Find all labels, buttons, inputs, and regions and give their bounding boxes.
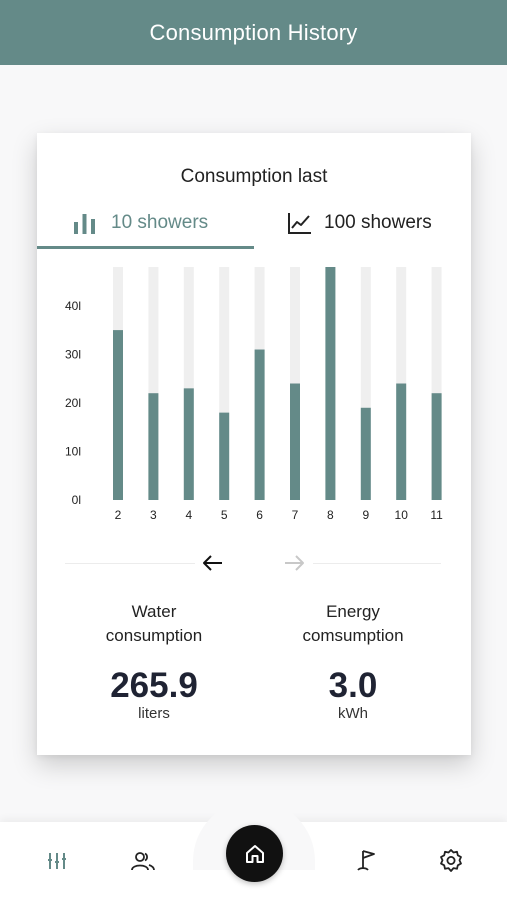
energy-label-line1: Energy — [326, 602, 380, 621]
bar — [183, 388, 194, 500]
line-chart-icon — [288, 213, 311, 234]
x-tick-label: 7 — [292, 508, 299, 522]
x-tick-label: 8 — [327, 508, 334, 522]
bar — [360, 407, 371, 500]
bar — [219, 412, 230, 500]
bar-track — [431, 267, 442, 500]
previous-button[interactable] — [200, 551, 226, 575]
history-icon — [48, 853, 66, 869]
tab-100-showers-label: 100 showers — [324, 212, 432, 233]
bar-chart-icon — [74, 214, 95, 234]
page-title: Consumption History — [149, 19, 358, 45]
bar-track — [183, 267, 194, 500]
x-tick-label: 2 — [115, 508, 122, 522]
divider-left — [65, 563, 195, 564]
arrow-right-icon — [285, 555, 304, 571]
water-unit: liters — [138, 705, 170, 722]
users-icon — [131, 852, 155, 871]
x-tick-label: 4 — [185, 508, 192, 522]
x-tick-label: 3 — [150, 508, 157, 522]
x-tick-label: 5 — [221, 508, 228, 522]
nav-history[interactable] — [42, 846, 72, 876]
water-value: 265.9 — [110, 666, 198, 705]
home-icon — [245, 844, 264, 863]
x-tick-label: 11 — [430, 508, 443, 522]
bar-track — [219, 267, 230, 500]
active-tab-indicator — [37, 246, 254, 249]
bar — [396, 383, 407, 500]
energy-value: 3.0 — [328, 666, 378, 705]
water-label-line1: Water — [131, 602, 177, 621]
y-tick-label: 0l — [72, 493, 81, 507]
settings-icon — [440, 849, 462, 872]
y-tick-label: 10l — [65, 444, 81, 458]
tab-10-showers[interactable]: 10 showers — [73, 203, 253, 243]
water-label-line2: consumption — [105, 626, 203, 645]
home-button[interactable] — [226, 825, 283, 882]
bar — [148, 393, 159, 500]
x-tick-label: 9 — [362, 508, 369, 522]
x-tick-label: 6 — [256, 508, 263, 522]
card-heading: Consumption last — [180, 166, 328, 187]
x-tick-label: 10 — [395, 508, 409, 522]
bar — [290, 383, 300, 500]
divider-right — [313, 563, 441, 564]
golf-flag-icon — [357, 850, 375, 871]
water-consumption-metric: Water consumption 265.9 liters — [54, 600, 254, 723]
tab-100-showers[interactable]: 100 showers — [287, 203, 471, 243]
arrow-left-icon — [203, 555, 222, 571]
bar — [431, 393, 442, 500]
nav-users[interactable] — [128, 846, 158, 876]
y-tick-label: 30l — [65, 347, 81, 361]
app-header: Consumption History — [0, 0, 507, 65]
tab-10-showers-label: 10 showers — [111, 212, 209, 233]
energy-label-line2: comsumption — [302, 626, 404, 645]
y-tick-label: 40l — [65, 299, 81, 313]
nav-challenges[interactable] — [352, 846, 382, 876]
bar — [254, 349, 265, 500]
bar-track — [360, 267, 371, 500]
energy-unit: kWh — [338, 705, 368, 722]
next-button[interactable] — [281, 551, 307, 575]
nav-settings[interactable] — [436, 846, 466, 876]
energy-consumption-metric: Energy comsumption 3.0 kWh — [253, 600, 453, 723]
bar — [325, 267, 336, 500]
consumption-bar-chart: 0l 10l 20l 30l 40l 2 3 4 5 6 7 8 9 10 11 — [65, 267, 443, 522]
bar-track — [148, 267, 159, 500]
bar — [113, 330, 123, 500]
consumption-card: Consumption last 10 showers 100 showers … — [37, 133, 471, 755]
y-tick-label: 20l — [65, 396, 81, 410]
